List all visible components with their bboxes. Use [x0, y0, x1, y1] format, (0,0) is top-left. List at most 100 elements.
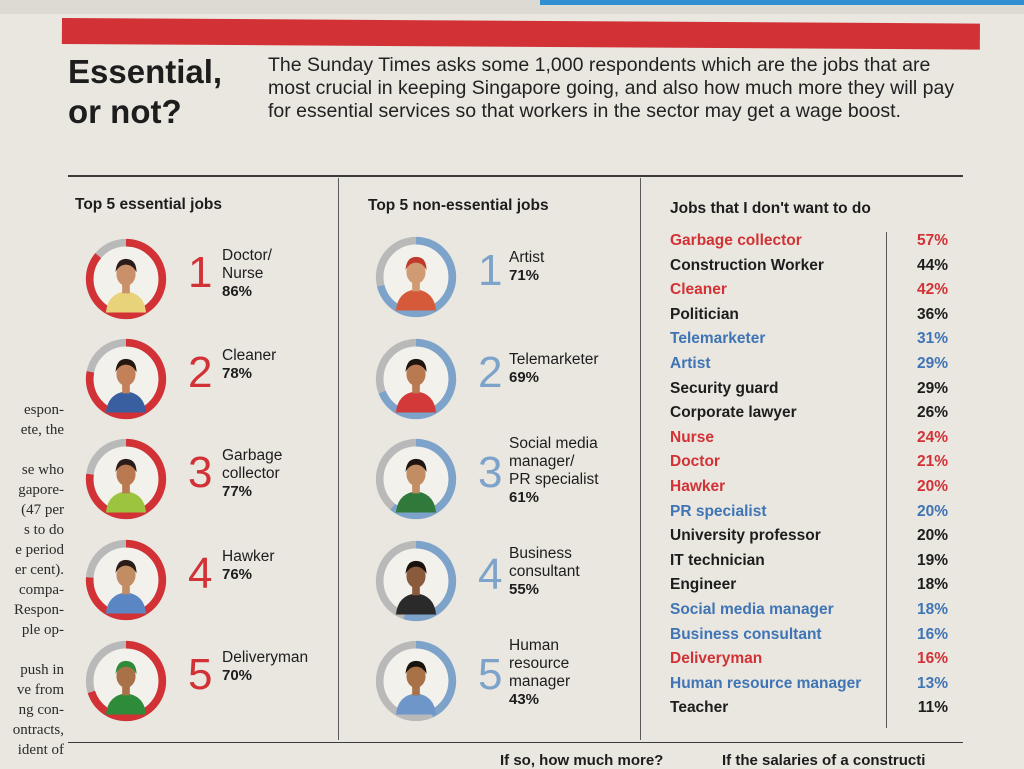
table-row: Business consultant 16%: [670, 626, 960, 650]
side-text-line: s to do: [23, 522, 64, 538]
nonessential-job-pct: 55%: [509, 581, 540, 598]
ring-fill: [375, 540, 457, 622]
ring-fill: [375, 236, 457, 318]
table-row: Nurse 24%: [670, 429, 960, 453]
essential-rank: 4: [188, 549, 213, 598]
percentage-ring: [375, 540, 457, 622]
job-pct-cell: 42%: [916, 281, 948, 299]
person-avatar-icon: [395, 560, 437, 615]
side-text-line: ontracts,: [12, 722, 64, 738]
ring-fill: [85, 539, 167, 621]
essential-job-name: Garbage collector: [222, 447, 283, 482]
bottom-divider: [68, 742, 963, 743]
job-name-cell: Business consultant: [670, 625, 822, 643]
side-text-line: se who: [21, 462, 64, 478]
table-row: Deliveryman 16%: [670, 650, 960, 674]
job-pct-cell: 16%: [916, 650, 948, 668]
job-name-cell: PR specialist: [670, 502, 767, 520]
table-row: Corporate lawyer 26%: [670, 404, 960, 428]
nonessential-rank: 4: [478, 550, 503, 599]
top-blue-rule: [540, 0, 1024, 5]
table-row: Hawker 20%: [670, 478, 960, 502]
percentage-ring: [375, 438, 457, 520]
percentage-ring: [375, 338, 457, 420]
job-pct-cell: 13%: [916, 674, 948, 692]
job-name-cell: Doctor: [670, 453, 720, 471]
job-name-cell: Artist: [670, 355, 711, 372]
job-name-cell: Telemarketer: [670, 330, 766, 348]
job-name-cell: Corporate lawyer: [670, 404, 797, 422]
essential-job-pct: 70%: [222, 667, 253, 684]
table-row: Artist 29%: [670, 355, 960, 379]
job-pct-cell: 11%: [917, 699, 948, 717]
person-avatar-icon: [395, 358, 437, 413]
nonessential-job-pct: 69%: [509, 369, 540, 386]
intro-text: The Sunday Times asks some 1,000 respond…: [268, 54, 955, 122]
person-avatar-icon: [105, 660, 147, 715]
essential-job-pct: 77%: [222, 483, 253, 500]
table-row: Doctor 21%: [670, 453, 960, 477]
side-text-line: [0, 440, 64, 460]
table-row: Garbage collector 57%: [670, 232, 960, 256]
person-avatar-icon: [395, 256, 437, 311]
top-divider: [68, 175, 963, 177]
nonessential-job-name: Business consultant: [509, 545, 580, 580]
nonessential-job-pct: 43%: [509, 691, 540, 708]
essential-column-title: Top 5 essential jobs: [75, 196, 223, 213]
table-row: Human resource manager 13%: [670, 675, 960, 699]
essential-job-name: Cleaner: [222, 347, 277, 364]
nonessential-rank: 3: [478, 448, 503, 497]
person-avatar-icon: [105, 258, 147, 313]
ring-fill: [375, 338, 457, 420]
job-pct-cell: 29%: [916, 379, 948, 397]
person-avatar-icon: [395, 458, 437, 513]
nonessential-rank: 5: [478, 650, 503, 699]
job-pct-cell: 57%: [916, 232, 948, 249]
side-text-line: push in: [20, 662, 64, 678]
essential-job-name: Hawker: [222, 548, 275, 565]
job-name-cell: Engineer: [670, 576, 737, 594]
job-pct-cell: 18%: [916, 576, 948, 594]
job-pct-cell: 19%: [916, 551, 948, 569]
table-row: PR specialist 20%: [670, 503, 960, 527]
job-pct-cell: 26%: [916, 404, 948, 422]
job-name-cell: Security guard: [670, 379, 779, 397]
side-text-line: ng con-: [18, 702, 64, 718]
percentage-ring: [375, 640, 457, 722]
essential-rank: 1: [188, 248, 213, 297]
table-row: Engineer 18%: [670, 576, 960, 600]
ring-fill: [85, 438, 167, 520]
red-header-bar: [61, 18, 980, 50]
nonessential-job-name: Human resource manager: [509, 637, 571, 690]
job-pct-cell: 21%: [916, 453, 948, 471]
table-row: Teacher 11%: [670, 699, 960, 723]
table-row: University professor 20%: [670, 527, 960, 551]
nonessential-column-title: Top 5 non-essential jobs: [368, 197, 549, 214]
adjacent-article-text: espon-ete, the se who gapore- (47 per s to d…: [0, 400, 64, 760]
nonessential-rank: 1: [478, 246, 503, 295]
side-text-line: compa-: [19, 582, 64, 598]
side-text-line: ve from: [16, 682, 64, 698]
job-pct-cell: 16%: [916, 625, 948, 643]
percentage-ring: [85, 338, 167, 420]
essential-job-pct: 78%: [222, 365, 253, 382]
percentage-ring: [375, 236, 457, 318]
job-name-cell: Deliveryman: [670, 650, 763, 668]
side-text-line: [0, 640, 64, 660]
ring-fill: [85, 640, 167, 722]
nonessential-job-pct: 71%: [509, 267, 540, 284]
column-divider-1: [338, 178, 339, 740]
ring-fill: [375, 640, 457, 722]
job-pct-cell: 24%: [916, 428, 948, 446]
dontwant-column-title: Jobs that I don't want to do: [670, 200, 871, 217]
bottom-question-right: If the salaries of a constructi: [722, 752, 926, 769]
headline-line-1: Essential,: [68, 53, 223, 90]
person-avatar-icon: [395, 660, 437, 715]
table-row: Security guard 29%: [670, 380, 960, 404]
person-avatar-icon: [105, 559, 147, 614]
job-name-cell: Human resource manager: [670, 674, 862, 692]
essential-job-pct: 76%: [222, 566, 253, 583]
side-text-line: ident of: [17, 742, 64, 758]
side-text-line: ete, the: [20, 422, 64, 438]
column-divider-2: [640, 178, 641, 740]
